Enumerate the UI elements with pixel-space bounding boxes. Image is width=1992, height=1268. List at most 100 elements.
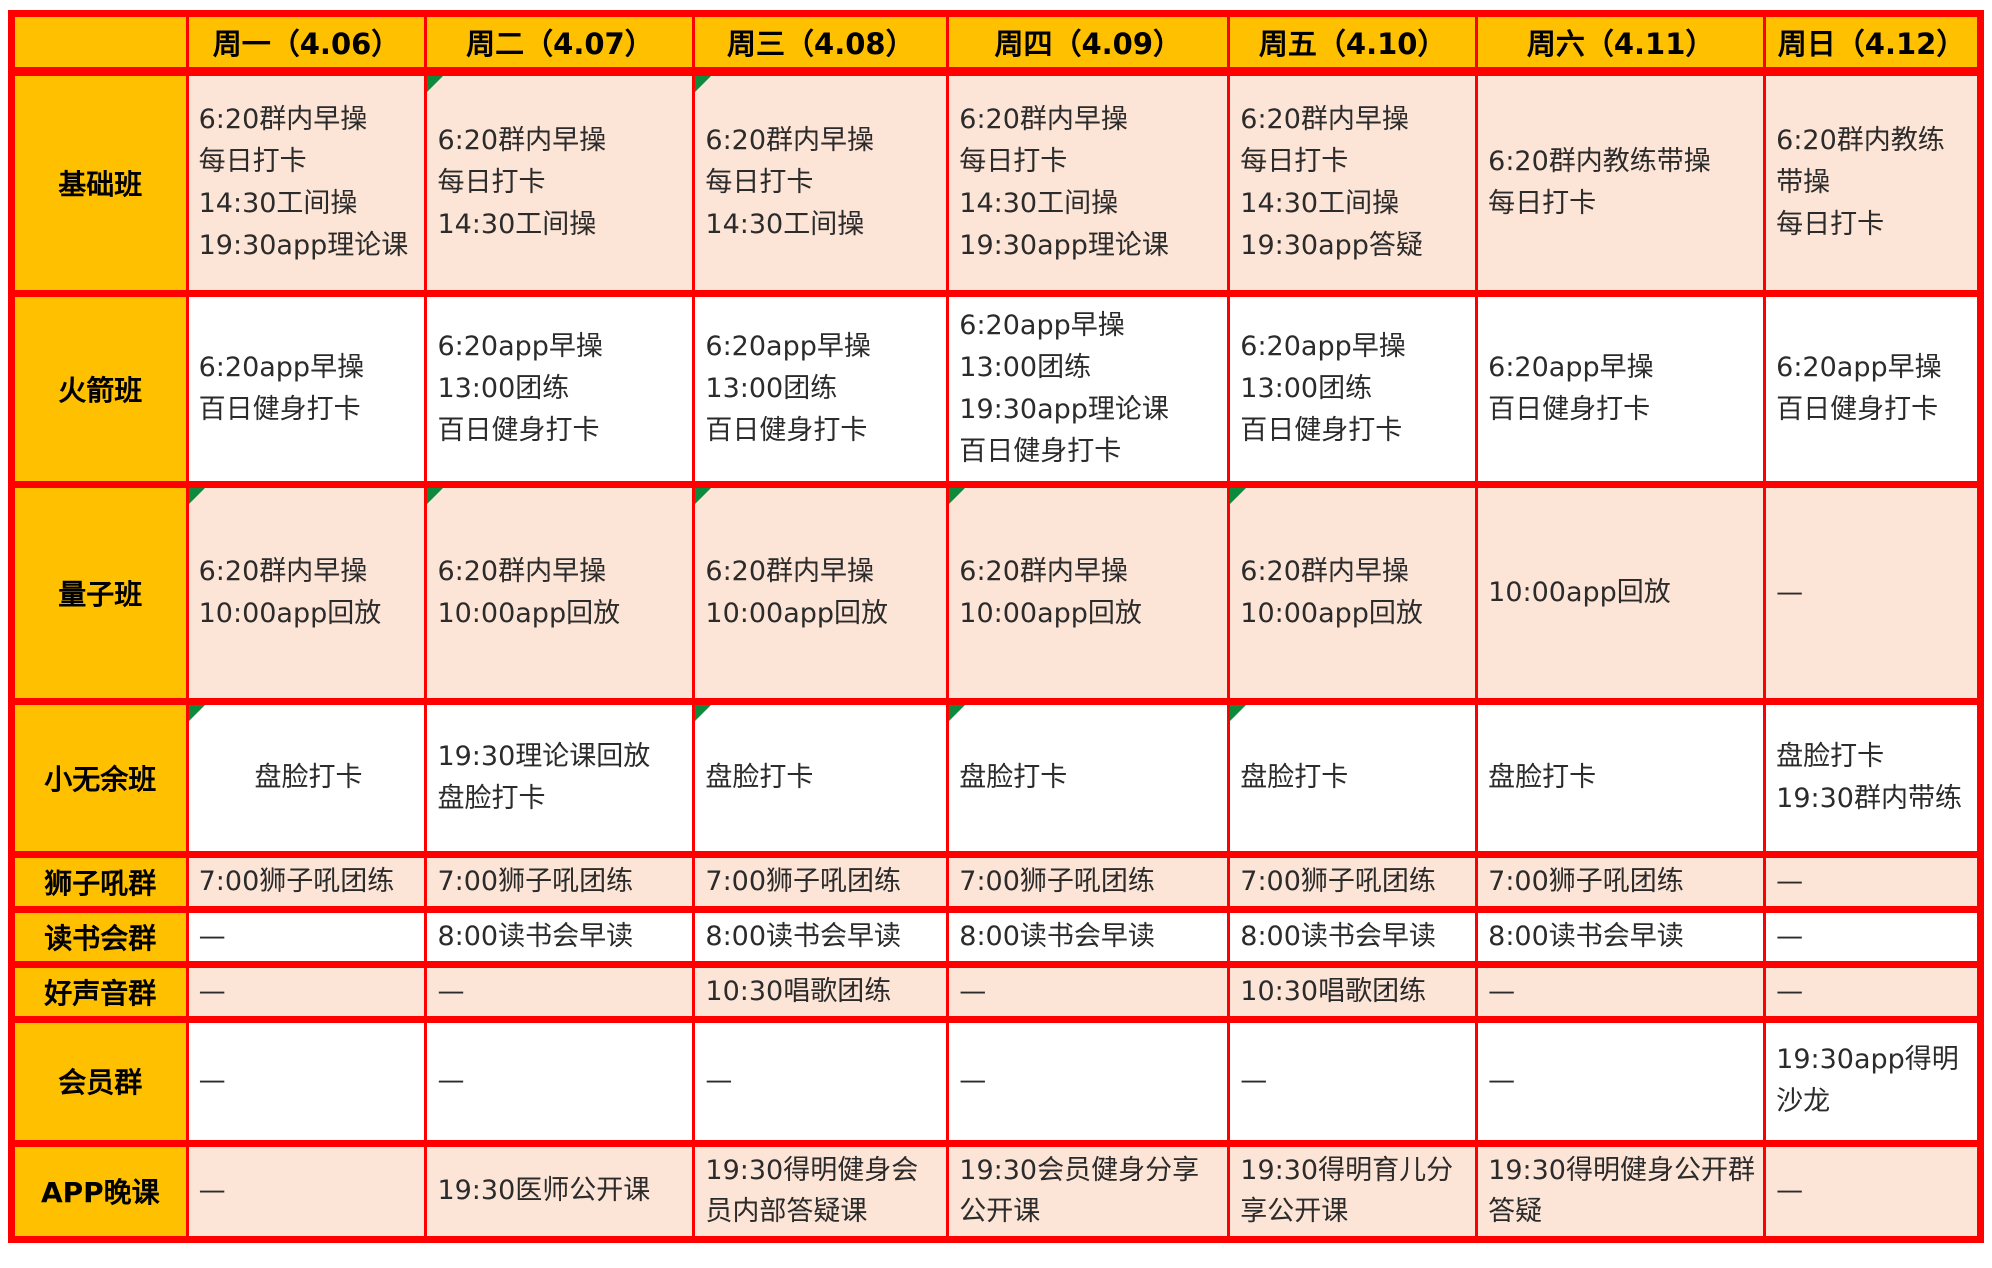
cell-quantum-class-sat: 10:00app回放 <box>1475 481 1767 705</box>
green-corner-marker-icon <box>190 491 205 504</box>
cell-line: — <box>1488 975 1516 1007</box>
cell-rocket-class-mon: 6:20app早操 百日健身打卡 <box>185 290 428 488</box>
cell-line: 6:20群内早操 <box>437 556 607 588</box>
green-corner-marker-icon <box>428 491 444 504</box>
cell-line: 每日打卡 <box>198 146 307 178</box>
cell-line: 19:30得明健身公开群答疑 <box>1488 1154 1755 1228</box>
cell-line: 19:30医师公开课 <box>437 1175 651 1207</box>
cell-line: 10:00app回放 <box>198 598 382 629</box>
cell-line: 盘脸打卡 <box>1488 762 1597 794</box>
schedule-row-quantum-class: 量子班 6:20群内早操 10:00app回放 6:20群内早操 10:00app回放 6… <box>10 481 1982 705</box>
cell-app-evening-class-sat: 19:30得明健身公开群答疑 <box>1475 1139 1767 1244</box>
day-header-tue: 周二（4.07） <box>424 10 696 76</box>
cell-line: 6:20app早操 <box>437 331 603 363</box>
cell-line: — <box>437 1065 465 1097</box>
cell-line: 14:30工间操 <box>959 188 1119 219</box>
cell-member-group-sun: 19:30app得明沙龙 <box>1763 1015 1982 1147</box>
cell-app-evening-class-wed: 19:30得明健身会员内部答疑课 <box>692 1139 950 1244</box>
cell-line: 13:00团练 <box>437 373 570 405</box>
cell-line: 6:20app早操 <box>705 331 871 363</box>
cell-line: — <box>1240 1065 1268 1097</box>
cell-line: 百日健身打卡 <box>705 414 868 446</box>
cell-lion-roar-group-tue: 7:00狮子吼团练 <box>424 851 696 913</box>
cell-basic-class-tue: 6:20群内早操 每日打卡 14:30工间操 <box>424 68 696 297</box>
day-header-sun: 周日（4.12） <box>1763 10 1982 76</box>
cell-good-voice-group-fri: 10:30唱歌团练 <box>1227 960 1479 1023</box>
cell-line: 8:00读书会早读 <box>959 920 1155 952</box>
cell-book-club-group-mon: — <box>185 905 428 968</box>
green-corner-marker-icon <box>696 491 712 504</box>
green-corner-marker-icon <box>696 78 712 92</box>
cell-line: 10:30唱歌团练 <box>705 975 892 1007</box>
corner-cell <box>10 10 189 76</box>
cell-good-voice-group-thu: — <box>946 960 1231 1023</box>
cell-line: 19:30得明育儿分享公开课 <box>1240 1154 1454 1228</box>
cell-line: 每日打卡 <box>959 146 1068 178</box>
cell-line: 13:00团练 <box>1240 373 1373 405</box>
cell-line: 13:00团练 <box>959 352 1092 384</box>
row-label-xiaowuyu-class: 小无余班 <box>10 698 189 858</box>
cell-line: 6:20群内早操 <box>705 125 875 157</box>
cell-line: 6:20群内早操 <box>959 556 1128 588</box>
cell-line: 6:20群内早操 <box>705 556 875 588</box>
cell-line: — <box>959 975 987 1007</box>
cell-line: 百日健身打卡 <box>1240 414 1403 446</box>
cell-line: 19:30会员健身分享公开课 <box>959 1154 1200 1228</box>
cell-line: 8:00读书会早读 <box>705 920 902 952</box>
cell-rocket-class-sat: 6:20app早操 百日健身打卡 <box>1475 290 1767 488</box>
cell-rocket-class-sun: 6:20app早操 百日健身打卡 <box>1763 290 1982 488</box>
row-label-member-group: 会员群 <box>10 1015 189 1147</box>
cell-line: 6:20群内早操 <box>198 556 368 588</box>
cell-good-voice-group-tue: — <box>424 960 696 1023</box>
cell-line: 每日打卡 <box>1240 146 1349 178</box>
cell-lion-roar-group-thu: 7:00狮子吼团练 <box>946 851 1231 913</box>
cell-xiaowuyu-class-wed: 盘脸打卡 <box>692 698 950 858</box>
cell-line: 6:20群内早操 <box>198 104 368 136</box>
cell-line: 盘脸打卡 <box>1240 762 1349 794</box>
row-label-app-evening-class: APP晚课 <box>10 1139 189 1244</box>
cell-line: 6:20群内早操 <box>1240 104 1409 136</box>
schedule-row-xiaowuyu-class: 小无余班 盘脸打卡 19:30理论课回放 盘脸打卡 盘脸打卡 盘脸打卡 盘脸打卡 盘脸打卡 盘脸… <box>10 698 1982 858</box>
cell-basic-class-wed: 6:20群内早操 每日打卡 14:30工间操 <box>692 68 950 297</box>
cell-line: 6:20app早操 <box>959 310 1125 342</box>
cell-line: 6:20app早操 <box>1776 352 1942 384</box>
cell-quantum-class-thu: 6:20群内早操 10:00app回放 <box>946 481 1231 705</box>
cell-rocket-class-wed: 6:20app早操 13:00团练 百日健身打卡 <box>692 290 950 488</box>
cell-app-evening-class-tue: 19:30医师公开课 <box>424 1139 696 1244</box>
cell-line: 14:30工间操 <box>705 208 865 240</box>
cell-lion-roar-group-wed: 7:00狮子吼团练 <box>692 851 950 913</box>
cell-line: 14:30工间操 <box>437 208 597 240</box>
cell-xiaowuyu-class-thu: 盘脸打卡 <box>946 698 1231 858</box>
cell-book-club-group-sun: — <box>1763 905 1982 968</box>
cell-xiaowuyu-class-mon: 盘脸打卡 <box>185 698 428 858</box>
cell-member-group-mon: — <box>185 1015 428 1147</box>
cell-book-club-group-sat: 8:00读书会早读 <box>1475 905 1767 968</box>
cell-quantum-class-sun: — <box>1763 481 1982 705</box>
cell-app-evening-class-mon: — <box>185 1139 428 1244</box>
day-header-wed: 周三（4.08） <box>692 10 950 76</box>
cell-app-evening-class-sun: — <box>1763 1139 1982 1244</box>
schedule-row-basic-class: 基础班 6:20群内早操 每日打卡 14:30工间操 19:30app理论课 6:20群内… <box>10 68 1982 297</box>
cell-good-voice-group-sun: — <box>1763 960 1982 1023</box>
cell-xiaowuyu-class-tue: 19:30理论课回放 盘脸打卡 <box>424 698 696 858</box>
cell-line: 盘脸打卡 <box>254 762 363 794</box>
row-label-good-voice-group: 好声音群 <box>10 960 189 1023</box>
cell-line: 盘脸打卡 <box>437 783 546 814</box>
cell-line: 6:20群内教练带操 <box>1488 146 1711 178</box>
cell-rocket-class-tue: 6:20app早操 13:00团练 百日健身打卡 <box>424 290 696 488</box>
cell-line: 8:00读书会早读 <box>437 920 634 952</box>
day-header-sat: 周六（4.11） <box>1475 10 1767 76</box>
day-header-mon: 周一（4.06） <box>185 10 428 76</box>
cell-line: — <box>1488 1065 1516 1097</box>
cell-line: 19:30群内带练 <box>1776 783 1962 814</box>
cell-line: — <box>198 1175 226 1207</box>
green-corner-marker-icon <box>1231 708 1247 721</box>
cell-line: 10:00app回放 <box>959 598 1142 629</box>
cell-line: — <box>1776 866 1804 897</box>
cell-good-voice-group-wed: 10:30唱歌团练 <box>692 960 950 1023</box>
cell-line: — <box>198 920 226 952</box>
cell-line: 盘脸打卡 <box>1776 741 1885 773</box>
cell-lion-roar-group-fri: 7:00狮子吼团练 <box>1227 851 1479 913</box>
cell-line: 8:00读书会早读 <box>1240 920 1436 952</box>
cell-line: 7:00狮子吼团练 <box>198 866 395 897</box>
